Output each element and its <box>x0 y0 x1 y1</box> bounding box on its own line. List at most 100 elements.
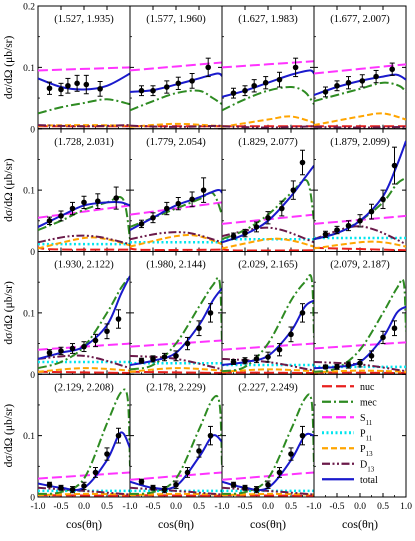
x-tick-label: 0.5 <box>377 502 389 512</box>
data-point <box>138 87 145 94</box>
data-point <box>334 82 340 89</box>
data-point <box>46 349 53 356</box>
panel-label: (1.930, 2.122) <box>54 260 114 271</box>
data-point <box>113 195 119 201</box>
panel-8: (1.879, 2.099) <box>313 128 407 252</box>
data-point <box>196 325 202 332</box>
data-point <box>253 356 260 362</box>
panel-label: (2.227, 2.249) <box>238 382 298 393</box>
data-point <box>299 159 306 166</box>
data-point <box>173 353 179 359</box>
curve-P13 <box>222 237 314 250</box>
curve-D13 <box>222 125 314 129</box>
legend-label-nuc: nuc <box>360 382 375 393</box>
curve-S11 <box>314 63 406 75</box>
data-point <box>81 483 87 489</box>
y-tick-label: 0.1 <box>23 64 35 74</box>
curves <box>222 393 314 497</box>
x-tick-label: -1.0 <box>214 502 229 512</box>
curve-S11 <box>130 471 222 481</box>
data-point <box>345 362 352 368</box>
data-point <box>58 484 64 491</box>
data-point <box>200 187 207 193</box>
data-point <box>150 87 156 94</box>
curve-P13 <box>314 112 406 127</box>
curve-P13 <box>222 115 314 128</box>
panel-label: (2.079, 2.187) <box>330 260 390 271</box>
panel-label: (1.980, 2.144) <box>146 260 206 271</box>
data-point <box>276 76 283 83</box>
y-tick-label: 0.1 <box>23 432 35 442</box>
x-tick-label: 0.0 <box>262 502 274 512</box>
curve-mec <box>314 176 406 241</box>
data-point <box>175 80 182 87</box>
curve-S11 <box>222 60 314 69</box>
curve-mec <box>222 178 314 241</box>
curve-total <box>130 287 222 367</box>
curve-nuc <box>130 370 222 375</box>
y-tick-label: 0 <box>30 494 35 504</box>
curve-S11 <box>222 471 314 481</box>
data-point <box>242 230 248 236</box>
data-point <box>242 357 248 364</box>
curve-S11 <box>222 342 314 351</box>
legend-label-total: total <box>360 475 378 486</box>
y-tick-label: 0 <box>30 125 35 135</box>
data-point <box>104 451 110 457</box>
data-point <box>230 481 237 488</box>
data-point <box>69 486 76 493</box>
x-tick-label: 0.5 <box>101 502 113 512</box>
data-point <box>69 205 76 212</box>
data-point <box>46 85 53 92</box>
data-point <box>161 486 168 493</box>
x-tick-label: 0.0 <box>78 502 90 512</box>
curve-mec <box>314 81 406 103</box>
x-tick-label: -1.0 <box>306 502 321 512</box>
panel-1: (1.527, 1.935) <box>37 5 131 130</box>
data-point <box>138 478 145 485</box>
curve-P13 <box>130 367 222 373</box>
data-point <box>391 325 398 332</box>
curve-total <box>38 431 130 492</box>
curve-S11 <box>38 471 130 480</box>
data-point <box>58 348 64 354</box>
x-axis-label: cos(θη) <box>342 517 378 531</box>
curve-mec <box>222 274 314 373</box>
panel-9: (1.930, 2.122) <box>37 251 131 375</box>
data-point <box>322 364 329 370</box>
curves <box>38 275 130 375</box>
panel-label: (1.879, 2.099) <box>330 137 390 148</box>
curve-mec <box>222 86 314 112</box>
curve-D13 <box>130 124 222 128</box>
data-point <box>92 337 99 344</box>
panel-label: (1.728, 2.031) <box>54 137 114 148</box>
data-point <box>164 205 170 212</box>
panel-label: (1.627, 1.983) <box>238 14 298 25</box>
y-tick-label: 0.1 <box>23 187 35 197</box>
curve-nuc <box>222 494 314 497</box>
curve-mec <box>130 394 222 495</box>
curve-S11 <box>130 61 222 72</box>
data-point <box>184 469 191 476</box>
curve-mec <box>38 275 130 370</box>
data-point <box>74 80 80 87</box>
data-point <box>189 196 195 203</box>
curves <box>130 394 222 497</box>
curve-total <box>222 164 314 244</box>
curves <box>130 188 222 251</box>
x-tick-label: -0.5 <box>53 502 68 512</box>
curve-D13 <box>222 226 314 244</box>
curve-total <box>38 275 130 360</box>
y-axis-label: dσ/dΩ (μb/sr) <box>3 281 15 345</box>
x-axis-label: cos(θη) <box>250 517 286 531</box>
data-point <box>164 84 170 90</box>
data-point <box>242 484 248 491</box>
x-tick-label: 0.5 <box>285 502 297 512</box>
data-point <box>115 316 122 322</box>
curve-mec <box>222 393 314 495</box>
curve-P13 <box>130 234 222 248</box>
data-point <box>46 481 53 488</box>
data-point <box>368 208 375 215</box>
